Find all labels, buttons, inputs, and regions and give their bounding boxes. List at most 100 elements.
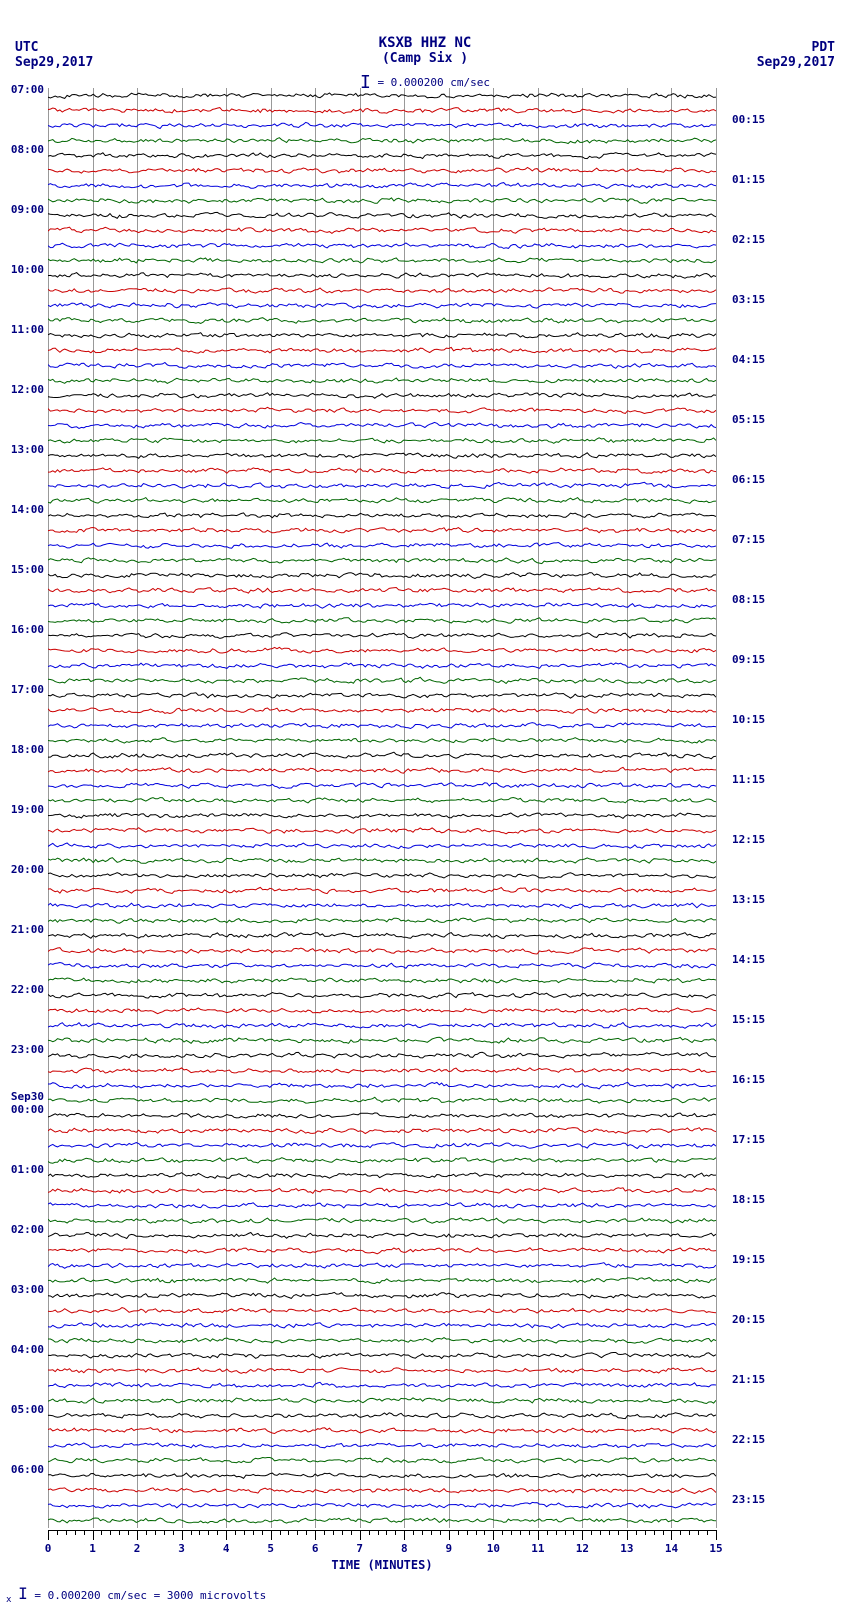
x-tick-minor bbox=[297, 1530, 298, 1535]
x-tick-minor bbox=[333, 1530, 334, 1535]
utc-time-label: 22:00 bbox=[11, 983, 44, 996]
seismic-trace bbox=[48, 1393, 716, 1408]
seismic-trace bbox=[48, 853, 716, 868]
seismic-trace bbox=[48, 1108, 716, 1123]
x-tick-major bbox=[449, 1530, 450, 1540]
x-tick-major bbox=[48, 1530, 49, 1540]
seismic-trace bbox=[48, 193, 716, 208]
x-tick-minor bbox=[386, 1530, 387, 1535]
x-tick-major bbox=[226, 1530, 227, 1540]
utc-time-label: 05:00 bbox=[11, 1403, 44, 1416]
x-tick-minor bbox=[199, 1530, 200, 1535]
x-tick-label: 2 bbox=[134, 1542, 141, 1555]
utc-time-label: 01:00 bbox=[11, 1163, 44, 1176]
seismic-trace bbox=[48, 418, 716, 433]
pdt-time-label: 15:15 bbox=[732, 1013, 765, 1026]
seismic-trace bbox=[48, 433, 716, 448]
station-title: KSXB HHZ NC bbox=[0, 35, 850, 51]
seismic-trace bbox=[48, 163, 716, 178]
x-tick-minor bbox=[101, 1530, 102, 1535]
x-tick-minor bbox=[244, 1530, 245, 1535]
utc-time-label: 23:00 bbox=[11, 1043, 44, 1056]
seismic-trace bbox=[48, 1003, 716, 1018]
seismic-trace bbox=[48, 538, 716, 553]
x-tick-minor bbox=[75, 1530, 76, 1535]
pdt-time-label: 16:15 bbox=[732, 1073, 765, 1086]
seismic-trace bbox=[48, 1093, 716, 1108]
x-tick-minor bbox=[351, 1530, 352, 1535]
pdt-time-label: 08:15 bbox=[732, 593, 765, 606]
seismic-trace bbox=[48, 1438, 716, 1453]
seismic-trace bbox=[48, 1033, 716, 1048]
x-tick-major bbox=[671, 1530, 672, 1540]
seismic-trace bbox=[48, 1243, 716, 1258]
utc-time-label: 02:00 bbox=[11, 1223, 44, 1236]
utc-time-label: 16:00 bbox=[11, 623, 44, 636]
x-tick-major bbox=[271, 1530, 272, 1540]
x-tick-minor bbox=[422, 1530, 423, 1535]
x-tick-major bbox=[360, 1530, 361, 1540]
seismic-trace bbox=[48, 148, 716, 163]
seismic-trace bbox=[48, 1153, 716, 1168]
seismic-trace bbox=[48, 793, 716, 808]
utc-time-label: 15:00 bbox=[11, 563, 44, 576]
x-tick-major bbox=[582, 1530, 583, 1540]
seismic-trace bbox=[48, 238, 716, 253]
seismic-trace bbox=[48, 1513, 716, 1528]
x-axis-title: TIME (MINUTES) bbox=[48, 1558, 716, 1572]
pdt-time-label: 18:15 bbox=[732, 1193, 765, 1206]
utc-time-label: 07:00 bbox=[11, 83, 44, 96]
pdt-time-label: 13:15 bbox=[732, 893, 765, 906]
seismic-trace bbox=[48, 478, 716, 493]
grid-line bbox=[716, 88, 717, 1528]
utc-time-label: 17:00 bbox=[11, 683, 44, 696]
seismic-trace bbox=[48, 463, 716, 478]
x-tick-minor bbox=[84, 1530, 85, 1535]
x-tick-label: 7 bbox=[356, 1542, 363, 1555]
seismic-trace bbox=[48, 808, 716, 823]
seismic-trace bbox=[48, 1018, 716, 1033]
seismic-trace bbox=[48, 1318, 716, 1333]
x-tick-minor bbox=[654, 1530, 655, 1535]
seismic-trace bbox=[48, 988, 716, 1003]
seismic-trace bbox=[48, 493, 716, 508]
seismic-trace bbox=[48, 1228, 716, 1243]
x-tick-minor bbox=[342, 1530, 343, 1535]
seismic-trace bbox=[48, 748, 716, 763]
seismic-trace bbox=[48, 958, 716, 973]
x-tick-minor bbox=[600, 1530, 601, 1535]
x-tick-major bbox=[493, 1530, 494, 1540]
x-tick-minor bbox=[191, 1530, 192, 1535]
seismic-trace bbox=[48, 88, 716, 103]
x-tick-minor bbox=[262, 1530, 263, 1535]
x-tick-major bbox=[93, 1530, 94, 1540]
seismic-trace bbox=[48, 628, 716, 643]
x-tick-minor bbox=[208, 1530, 209, 1535]
pdt-time-label: 20:15 bbox=[732, 1313, 765, 1326]
x-tick-label: 13 bbox=[620, 1542, 633, 1555]
pdt-time-label: 17:15 bbox=[732, 1133, 765, 1146]
seismic-trace bbox=[48, 928, 716, 943]
x-tick-minor bbox=[306, 1530, 307, 1535]
x-tick-minor bbox=[609, 1530, 610, 1535]
x-tick-label: 3 bbox=[178, 1542, 185, 1555]
pdt-time-label: 23:15 bbox=[732, 1493, 765, 1506]
seismic-trace bbox=[48, 1198, 716, 1213]
utc-time-label: 08:00 bbox=[11, 143, 44, 156]
seismic-trace bbox=[48, 388, 716, 403]
utc-time-label: 11:00 bbox=[11, 323, 44, 336]
seismic-trace bbox=[48, 613, 716, 628]
x-tick-minor bbox=[164, 1530, 165, 1535]
x-tick-minor bbox=[235, 1530, 236, 1535]
utc-time-label: 06:00 bbox=[11, 1463, 44, 1476]
x-tick-minor bbox=[155, 1530, 156, 1535]
footer-scale: x I = 0.000200 cm/sec = 3000 microvolts bbox=[6, 1584, 266, 1605]
seismic-trace bbox=[48, 838, 716, 853]
seismic-trace bbox=[48, 223, 716, 238]
x-tick-minor bbox=[707, 1530, 708, 1535]
x-tick-minor bbox=[280, 1530, 281, 1535]
utc-time-label: 12:00 bbox=[11, 383, 44, 396]
seismic-trace bbox=[48, 448, 716, 463]
right-time-labels: 00:1501:1502:1503:1504:1505:1506:1507:15… bbox=[730, 88, 850, 1528]
utc-time-label: 10:00 bbox=[11, 263, 44, 276]
